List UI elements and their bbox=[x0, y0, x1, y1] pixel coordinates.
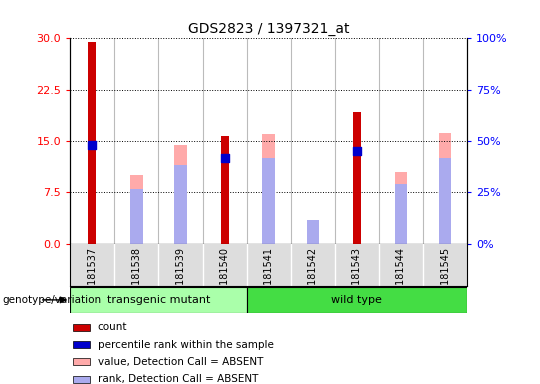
Bar bbox=[439, 133, 451, 244]
Bar bbox=[262, 158, 275, 244]
Bar bbox=[73, 376, 90, 382]
Text: GSM181538: GSM181538 bbox=[131, 247, 141, 306]
Text: genotype/variation: genotype/variation bbox=[3, 295, 102, 305]
Point bbox=[220, 155, 229, 161]
Text: GSM181542: GSM181542 bbox=[308, 247, 318, 306]
Text: GSM181543: GSM181543 bbox=[352, 247, 362, 306]
Text: GSM181541: GSM181541 bbox=[264, 247, 274, 306]
Point bbox=[353, 148, 361, 154]
Bar bbox=[174, 144, 187, 244]
Text: GSM181540: GSM181540 bbox=[220, 247, 229, 306]
Bar bbox=[307, 220, 319, 244]
Bar bbox=[70, 287, 247, 313]
Text: count: count bbox=[98, 322, 127, 332]
Text: GSM181539: GSM181539 bbox=[176, 247, 185, 306]
Text: rank, Detection Call = ABSENT: rank, Detection Call = ABSENT bbox=[98, 374, 258, 384]
Bar bbox=[130, 189, 143, 244]
Bar bbox=[247, 287, 467, 313]
Text: wild type: wild type bbox=[332, 295, 382, 305]
Bar bbox=[439, 158, 451, 244]
Text: value, Detection Call = ABSENT: value, Detection Call = ABSENT bbox=[98, 357, 263, 367]
Bar bbox=[395, 172, 407, 244]
Bar bbox=[262, 134, 275, 244]
Bar bbox=[307, 229, 319, 244]
Bar bbox=[73, 358, 90, 365]
Bar bbox=[88, 42, 96, 244]
Bar bbox=[73, 324, 90, 331]
Bar bbox=[130, 175, 143, 244]
Bar bbox=[174, 165, 187, 244]
Text: GSM181545: GSM181545 bbox=[440, 247, 450, 306]
Text: GSM181537: GSM181537 bbox=[87, 247, 97, 306]
Text: GSM181544: GSM181544 bbox=[396, 247, 406, 306]
Bar bbox=[73, 341, 90, 348]
Bar bbox=[395, 184, 407, 244]
Bar bbox=[220, 136, 228, 244]
Text: transgenic mutant: transgenic mutant bbox=[107, 295, 210, 305]
Bar bbox=[353, 113, 361, 244]
Text: percentile rank within the sample: percentile rank within the sample bbox=[98, 339, 274, 349]
Point bbox=[88, 141, 97, 147]
Title: GDS2823 / 1397321_at: GDS2823 / 1397321_at bbox=[188, 22, 349, 36]
